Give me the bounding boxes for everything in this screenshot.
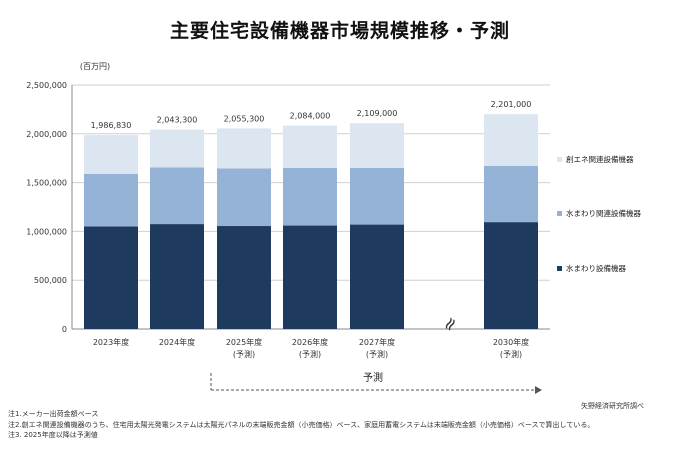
x-tick-label: (予測) [366, 349, 388, 359]
legend-label: 水まわり設備機器 [566, 263, 626, 273]
x-tick-label: 2026年度 [292, 337, 328, 347]
forecast-label: 予測 [363, 371, 383, 384]
bar-segment [350, 167, 404, 225]
x-tick-label: (予測) [500, 349, 522, 359]
total-label: 2,055,300 [224, 114, 265, 123]
bar-segment [484, 222, 538, 329]
legend-swatch [557, 157, 562, 162]
total-label: 1,986,830 [91, 121, 132, 130]
unit-label: (百万円) [80, 62, 110, 71]
source-label: 矢野経済研究所調べ [581, 402, 644, 410]
bar-segment [217, 226, 271, 329]
bar-segment [283, 125, 337, 168]
x-tick-label: 2023年度 [93, 337, 129, 347]
y-tick-label: 500,000 [34, 276, 67, 285]
bar-segment [350, 224, 404, 329]
x-tick-label: 2024年度 [159, 337, 195, 347]
bar-segment [84, 135, 138, 174]
chart-title: 主要住宅設備機器市場規模推移・予測 [169, 20, 510, 42]
bar-segment [283, 167, 337, 226]
footnote-3: 注3. 2025年度以降は予測値 [8, 431, 98, 439]
footnote-2: 注2.創エネ関連設備機器のうち、住宅用太陽光発電システムは太陽光パネルの末端販売… [8, 420, 595, 429]
bar-segment [150, 224, 204, 329]
x-tick-label: (予測) [299, 349, 321, 359]
bar-segment [150, 167, 204, 225]
bar-segment [484, 114, 538, 167]
total-label: 2,084,000 [290, 112, 331, 121]
total-label: 2,043,300 [157, 116, 198, 125]
x-tick-label: 2025年度 [226, 337, 262, 347]
total-label: 2,201,000 [491, 100, 532, 109]
forecast-arrowhead-icon [535, 386, 542, 394]
bar-segment [484, 166, 538, 223]
x-tick-label: 2027年度 [359, 337, 395, 347]
footnotes: 注1.メーカー出荷金額ベース 注2.創エネ関連設備機器のうち、住宅用太陽光発電シ… [8, 409, 678, 441]
x-tick-label: (予測) [233, 349, 255, 359]
axis-break-icon: ≈ [438, 312, 464, 336]
legend-swatch [557, 211, 562, 216]
bar-segment [283, 225, 337, 329]
x-tick-label: 2030年度 [493, 337, 529, 347]
legend-label: 創エネ関連設備機器 [566, 154, 634, 164]
footnote-1: 注1.メーカー出荷金額ベース [8, 410, 99, 418]
total-label: 2,109,000 [357, 109, 398, 118]
bar-segment [84, 173, 138, 227]
bar-segment [217, 168, 271, 227]
bar-segment [150, 129, 204, 168]
legend-swatch [557, 266, 562, 271]
bar-segment [84, 226, 138, 329]
bar-segment [217, 128, 271, 169]
legend-label: 水まわり関連設備機器 [566, 208, 641, 218]
y-tick-label: 1,500,000 [26, 179, 67, 188]
y-tick-label: 2,500,000 [26, 81, 67, 90]
y-tick-label: 0 [62, 325, 67, 334]
bar-segment [350, 123, 404, 168]
y-tick-label: 2,000,000 [26, 130, 67, 139]
y-tick-label: 1,000,000 [26, 227, 67, 236]
